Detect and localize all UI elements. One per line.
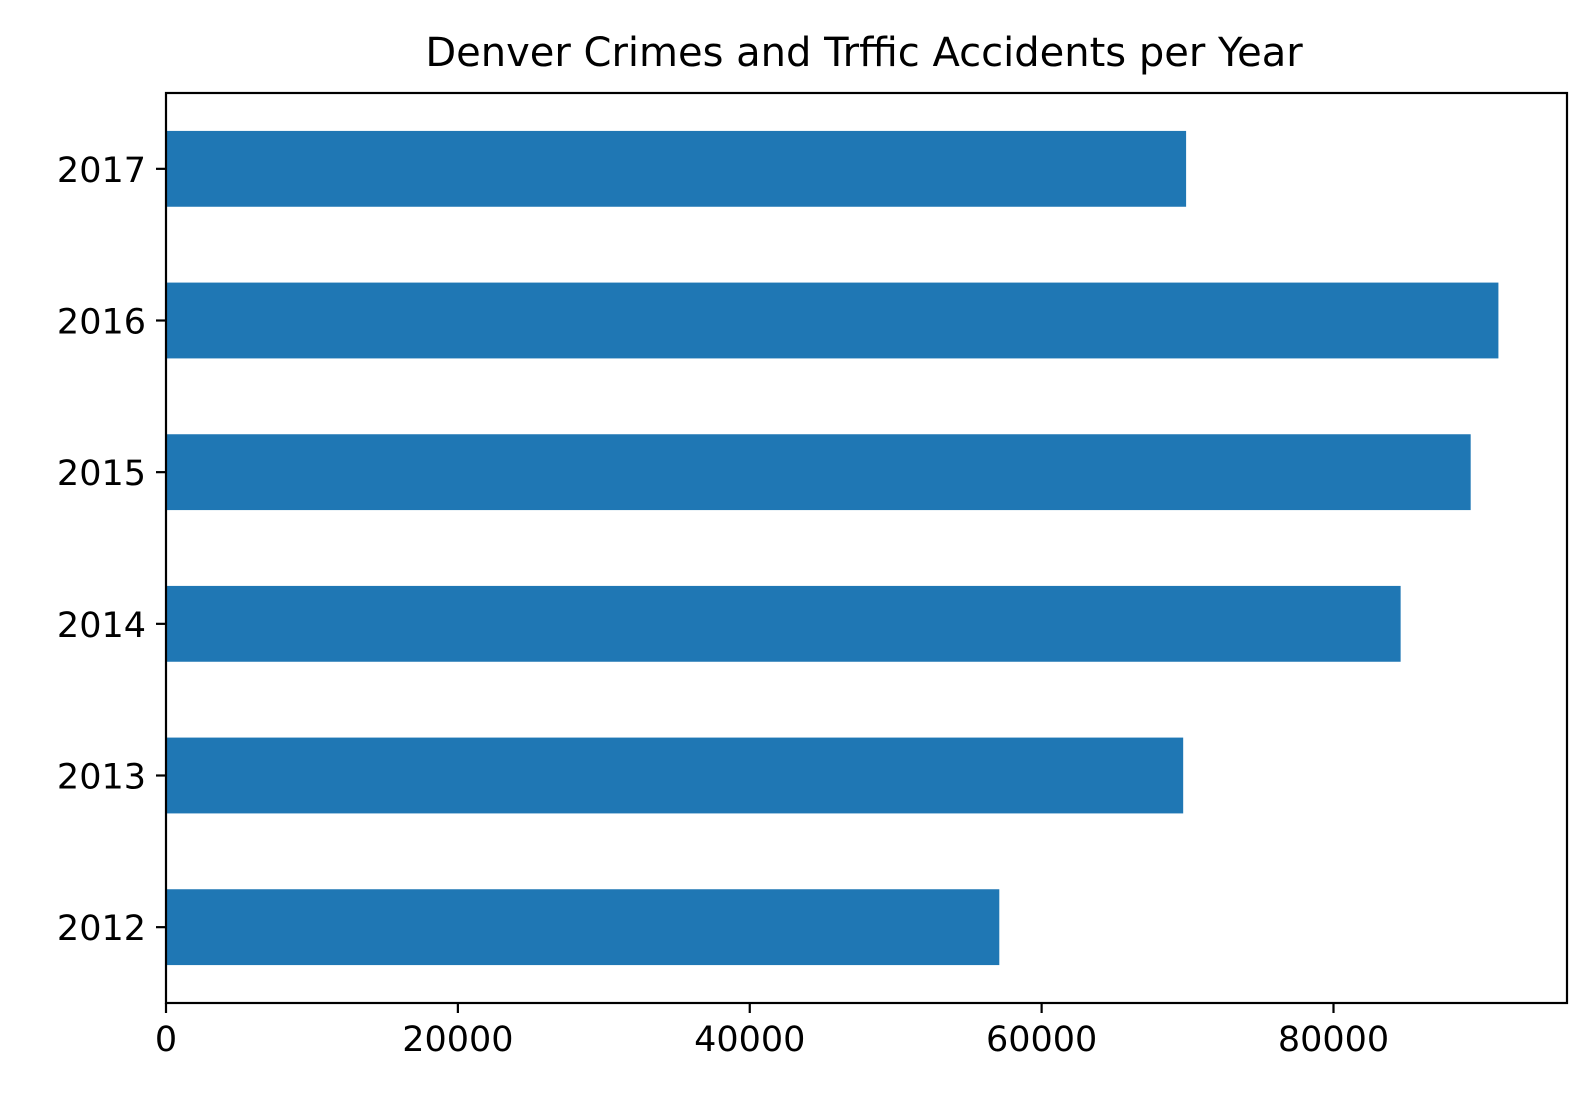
- bar-2014: [166, 585, 1401, 662]
- bar-2015: [166, 434, 1471, 511]
- y-tick-label: 2014: [57, 606, 146, 646]
- bar-2012: [166, 889, 1000, 966]
- y-tick-label: 2016: [57, 303, 146, 343]
- x-tick-label: 0: [155, 1020, 177, 1060]
- bars-layer: [166, 130, 1499, 966]
- bar-2013: [166, 737, 1184, 814]
- x-tick-label: 80000: [1278, 1020, 1389, 1060]
- y-tick-label: 2013: [57, 758, 146, 798]
- x-tick-label: 20000: [402, 1020, 513, 1060]
- ticks-layer: 2012 2013 2014 2015 2016 2017 0 20000 40000 60000…: [57, 151, 1389, 1060]
- bar-2017: [166, 130, 1187, 207]
- plot-frame: [164, 91, 1569, 1005]
- y-tick-label: 2017: [57, 151, 146, 191]
- y-tick-label: 2012: [57, 909, 146, 949]
- chart-title: Denver Crimes and Trffic Accidents per Y…: [425, 30, 1303, 76]
- x-tick-label: 40000: [694, 1020, 805, 1060]
- bar-2016: [166, 282, 1499, 359]
- y-tick-label: 2015: [57, 454, 146, 494]
- x-tick-label: 60000: [986, 1020, 1097, 1060]
